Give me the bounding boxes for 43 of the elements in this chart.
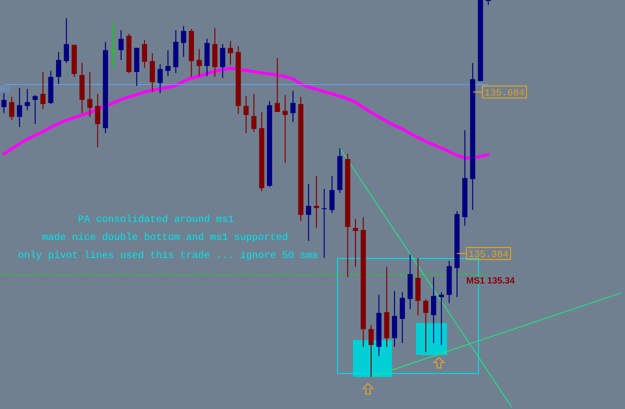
candlestick [150, 52, 155, 92]
candlestick [196, 48, 202, 77]
candlestick [282, 94, 288, 164]
candlestick [290, 90, 296, 123]
candlestick [400, 292, 405, 344]
candlestick [40, 72, 46, 110]
annotation: 89 [0, 84, 10, 94]
candlestick [181, 26, 186, 58]
candlestick [244, 96, 249, 134]
candlestick [32, 94, 38, 125]
candlestick [118, 30, 124, 60]
candlestick [329, 176, 335, 214]
candlestick [165, 50, 171, 77]
annotation: PA consolidated around ms1 [78, 214, 234, 226]
candlestick [212, 27, 218, 78]
candlestick [431, 276, 436, 344]
candlestick [56, 52, 62, 85]
candlestick [423, 298, 428, 353]
candlestick [87, 72, 92, 118]
candlestick [142, 39, 148, 68]
candlestick [322, 188, 327, 258]
candlestick [220, 44, 226, 79]
candlestick [274, 58, 280, 112]
candlestick [9, 96, 14, 120]
candlestick [228, 40, 234, 66]
candlestick [368, 324, 374, 378]
candlestick [110, 22, 116, 68]
candlestick [251, 93, 256, 132]
candlestick [392, 290, 398, 348]
candlestick [16, 87, 22, 128]
candlestick [352, 218, 358, 268]
candlestick [306, 183, 312, 242]
annotation: made nice double bottom and ms1 supported [42, 232, 288, 244]
annotation: only pivot lines used this trade ... ignore 50 sma [18, 250, 318, 262]
candlestick [1, 92, 6, 114]
candlestick [415, 257, 421, 316]
candlestick [204, 38, 210, 77]
candlestick [95, 93, 100, 148]
annotation: 135.684 [484, 88, 525, 98]
candlestick [24, 88, 30, 111]
candlestick [64, 18, 69, 64]
candlestick [158, 64, 163, 94]
annotation: 135.384 [468, 249, 509, 260]
